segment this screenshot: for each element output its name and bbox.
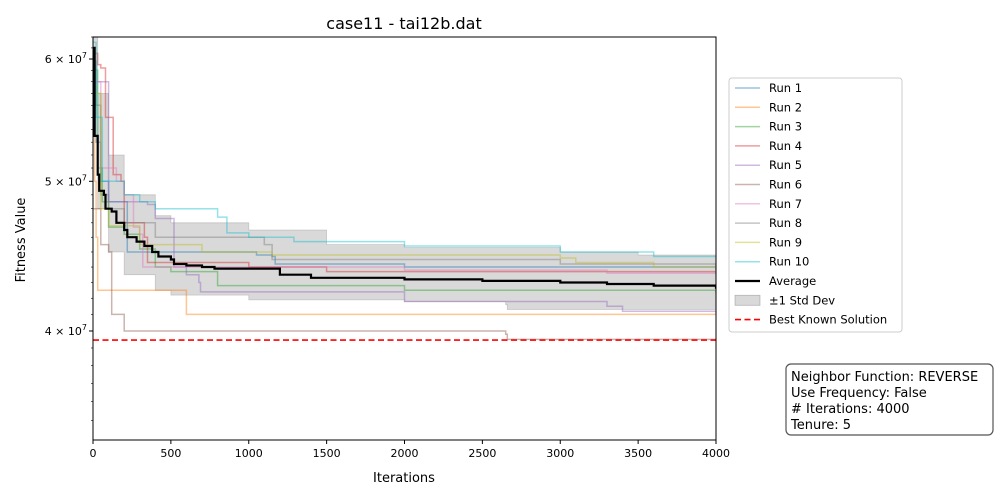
std-dev-band	[93, 37, 716, 312]
info-line-3: # Iterations: 4000	[791, 402, 910, 417]
series-line-run-4	[93, 52, 716, 274]
y-tick-label: 6 × 107	[45, 51, 87, 66]
x-tick-label: 500	[160, 447, 181, 460]
legend-item: Average	[735, 274, 816, 288]
x-tick-label: 1000	[235, 447, 263, 460]
chart-title: case11 - tai12b.dat	[326, 14, 481, 33]
info-line-4: Tenure: 5	[790, 418, 851, 433]
std-band-layer	[93, 37, 716, 312]
legend-item: Run 8	[735, 216, 802, 230]
legend-label: Run 3	[769, 120, 802, 134]
legend-label: Run 2	[769, 100, 802, 114]
legend-label: Run 6	[769, 178, 802, 192]
average-layer	[93, 46, 716, 289]
y-axis-ticks: 4 × 107 5 × 107 6 × 107	[45, 36, 93, 421]
legend-label: ±1 Std Dev	[769, 293, 835, 307]
legend-item: Run 1	[735, 81, 802, 95]
x-axis-label: Iterations	[373, 471, 435, 486]
legend-item: Run 4	[735, 139, 802, 153]
info-box: Neighbor Function: REVERSE Use Frequency…	[785, 363, 994, 436]
x-tick-label: 0	[90, 447, 97, 460]
legend: Run 1 Run 2 Run 3 Run 4 Run 5 Run 6 Run 7 Run 8…	[728, 77, 903, 333]
legend-label: Run 4	[769, 139, 802, 153]
legend-item: Best Known Solution	[735, 313, 887, 327]
legend-frame	[728, 77, 903, 333]
x-tick-label: 3500	[624, 447, 652, 460]
series-line-run-6	[93, 207, 716, 341]
info-line-2: Use Frequency: False	[791, 386, 927, 401]
legend-label: Run 5	[769, 158, 802, 172]
info-box-frame	[785, 363, 994, 436]
series-line-run-5	[93, 80, 716, 313]
x-tick-label: 4000	[702, 447, 730, 460]
series-line-run-1	[93, 60, 716, 271]
y-tick-label: 4 × 107	[45, 323, 87, 338]
series-line-run-3	[93, 69, 716, 294]
plot-area	[92, 36, 717, 441]
y-axis-label: Fitness Value	[14, 198, 29, 283]
legend-label: Run 10	[769, 255, 809, 269]
legend-label: Run 1	[769, 81, 802, 95]
legend-item: Run 10	[735, 255, 809, 269]
legend-swatch	[734, 294, 761, 306]
legend-label: Average	[769, 274, 816, 288]
x-tick-label: 3000	[546, 447, 574, 460]
legend-label: Run 9	[769, 235, 802, 249]
legend-item: Run 9	[735, 235, 802, 249]
legend-item: Run 7	[735, 197, 802, 211]
info-line-1: Neighbor Function: REVERSE	[791, 370, 978, 385]
legend-item: Run 6	[735, 178, 802, 192]
x-tick-label: 2000	[391, 447, 419, 460]
legend-label: Run 8	[769, 216, 802, 230]
series-line-run-10	[93, 41, 716, 258]
legend-label: Best Known Solution	[769, 313, 887, 327]
series-line-run-7	[93, 80, 716, 275]
x-tick-label: 1500	[313, 447, 341, 460]
y-tick-label: 5 × 107	[45, 173, 87, 188]
legend-item: ±1 Std Dev	[734, 293, 835, 307]
x-tick-label: 2500	[468, 447, 496, 460]
average-line	[93, 46, 716, 289]
legend-label: Run 7	[769, 197, 802, 211]
x-axis-ticks: 0 500 1000 1500 2000 2500 3000 3500 4000	[90, 440, 730, 460]
legend-item: Run 3	[735, 120, 802, 134]
legend-item: Run 2	[735, 100, 802, 114]
legend-item: Run 5	[735, 158, 802, 172]
